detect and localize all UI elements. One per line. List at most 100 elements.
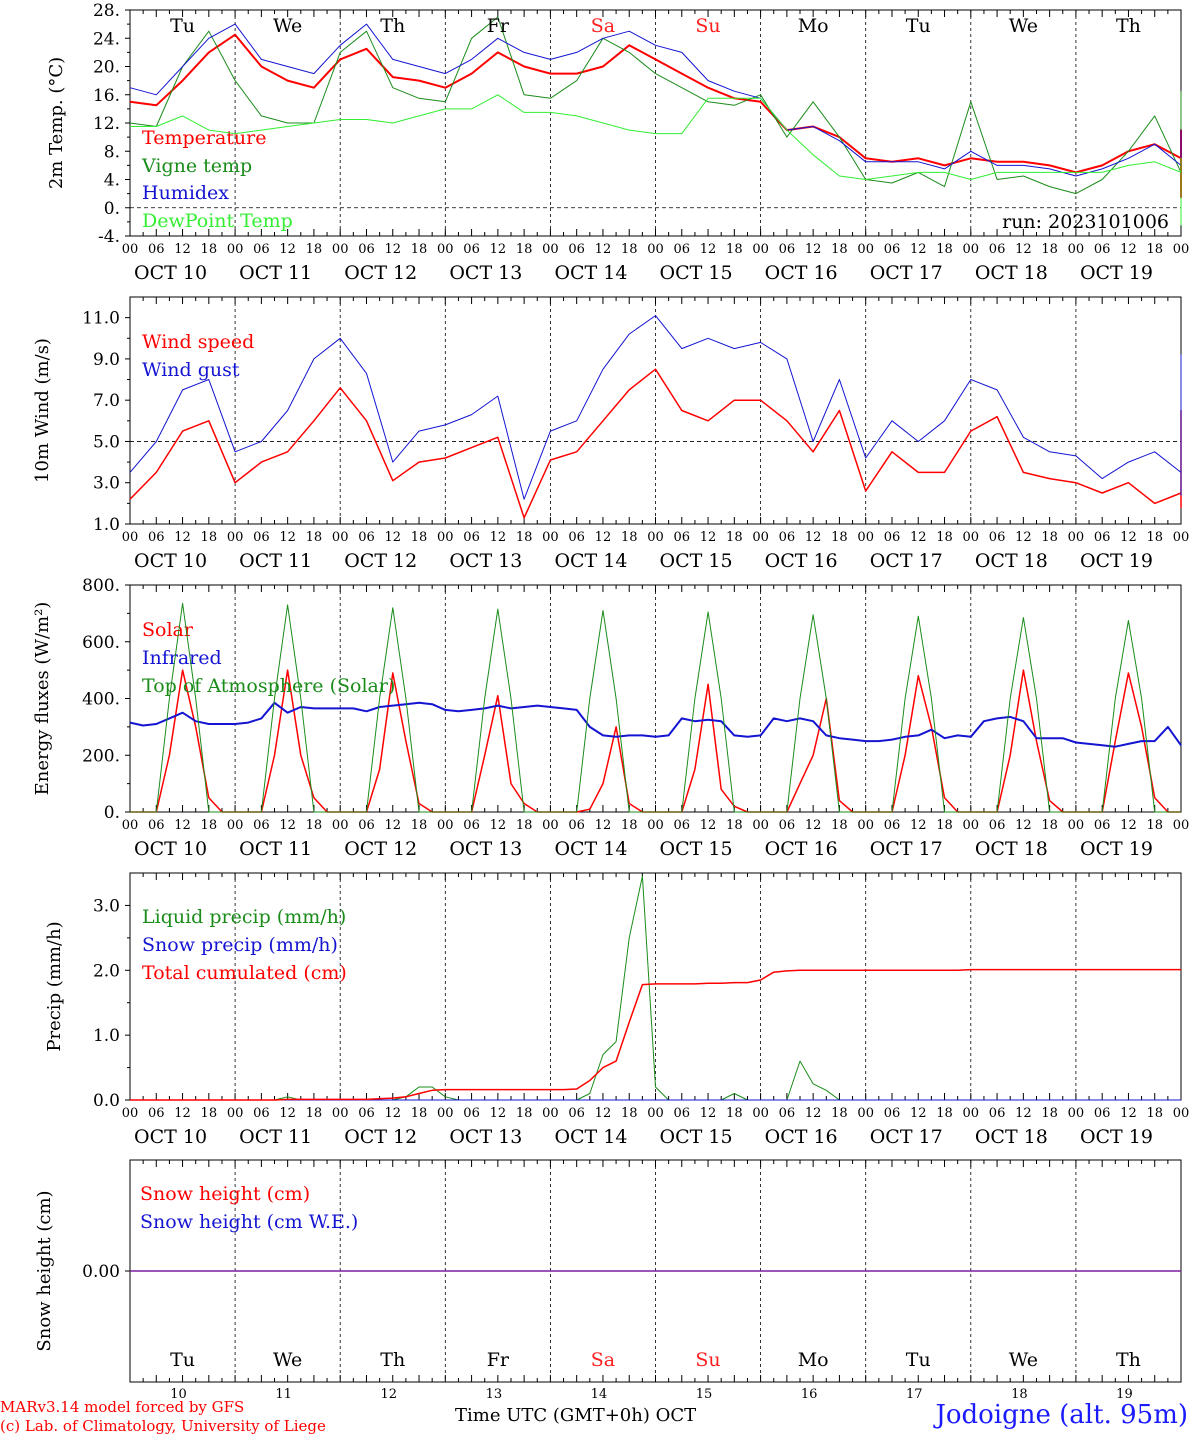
hour-tick-label: 12	[595, 818, 612, 833]
hour-tick-label: 12	[910, 1106, 927, 1121]
hour-tick-label: 06	[779, 818, 796, 833]
date-label: OCT 15	[660, 1126, 733, 1148]
footer-credits: MARv3.14 model forced by GFS (c) Lab. of…	[0, 1398, 326, 1436]
day-name-label: Sa	[591, 1349, 615, 1371]
hour-tick-label: 12	[384, 818, 401, 833]
hour-tick-label: 06	[1094, 1106, 1111, 1121]
hour-tick-label: 06	[1094, 818, 1111, 833]
day-name-label: Mo	[798, 15, 829, 37]
hour-tick-label: 06	[568, 1106, 585, 1121]
energy-y-tick-label: 200.	[82, 746, 120, 766]
hour-tick-label: 06	[463, 818, 480, 833]
temp-series-2	[129, 23, 1182, 201]
date-label: OCT 16	[765, 550, 838, 572]
hour-tick-label: 18	[516, 530, 533, 545]
hour-tick-label: 12	[279, 1106, 296, 1121]
hour-tick-label: 18	[621, 242, 638, 257]
hour-tick-label: 00	[647, 1106, 664, 1121]
hour-tick-label: 12	[384, 1106, 401, 1121]
hour-tick-label: 12	[805, 1106, 822, 1121]
hour-tick-label: 18	[1146, 818, 1163, 833]
energy-y-tick-label: 600.	[82, 633, 120, 653]
date-label: OCT 16	[765, 262, 838, 284]
date-label: OCT 12	[344, 550, 417, 572]
hour-tick-label: 06	[463, 242, 480, 257]
precip-y-axis-label: Precip (mm/h)	[44, 921, 65, 1051]
hour-tick-label: 18	[726, 818, 743, 833]
hour-tick-label: 18	[1146, 242, 1163, 257]
date-label: OCT 10	[134, 838, 207, 860]
hour-tick-label: 18	[516, 1106, 533, 1121]
hour-tick-label: 00	[122, 1106, 139, 1121]
hour-tick-label: 18	[306, 242, 323, 257]
temp-y-tick-label: 24.	[93, 29, 120, 49]
hour-tick-label: 12	[1015, 242, 1032, 257]
hour-tick-label: 06	[1094, 530, 1111, 545]
hour-tick-label: 12	[1015, 1106, 1032, 1121]
date-number-label: 11	[275, 1387, 292, 1402]
hour-tick-label: 12	[1120, 530, 1137, 545]
wind-y-tick-label: 1.0	[93, 515, 120, 535]
hour-tick-label: 00	[1068, 1106, 1085, 1121]
day-name-label: Tu	[906, 15, 931, 37]
temp-annotation: run: 2023101006	[1002, 211, 1169, 233]
hour-tick-label: 06	[358, 242, 375, 257]
hour-tick-label: 12	[700, 818, 717, 833]
hour-tick-label: 12	[384, 242, 401, 257]
hour-tick-label: 06	[148, 818, 165, 833]
date-label: OCT 11	[239, 550, 312, 572]
snow-y-tick-label: 0.00	[82, 1262, 120, 1282]
hour-tick-label: 18	[201, 1106, 218, 1121]
hour-tick-label: 12	[490, 242, 507, 257]
date-number-label: 16	[801, 1387, 818, 1402]
hour-tick-label: 18	[516, 242, 533, 257]
date-label: OCT 11	[239, 838, 312, 860]
energy-y-axis-label: Energy fluxes (W/m²)	[32, 602, 53, 796]
date-label: OCT 17	[870, 1126, 943, 1148]
hour-tick-label: 06	[884, 818, 901, 833]
hour-tick-label: 00	[332, 530, 349, 545]
date-label: OCT 15	[660, 550, 733, 572]
hour-tick-label: 12	[1120, 818, 1137, 833]
date-number-label: 13	[486, 1387, 503, 1402]
hour-tick-label: 06	[989, 818, 1006, 833]
hour-tick-label: 00	[332, 1106, 349, 1121]
date-number-label: 19	[1116, 1387, 1133, 1402]
hour-tick-label: 18	[621, 1106, 638, 1121]
lab-credit: (c) Lab. of Climatology, University of L…	[0, 1417, 326, 1435]
date-label: OCT 18	[975, 262, 1048, 284]
hour-tick-label: 12	[174, 242, 191, 257]
hour-tick-label: 18	[306, 530, 323, 545]
wind-y-tick-label: 11.0	[82, 309, 120, 329]
hour-tick-label: 00	[1068, 242, 1085, 257]
hour-tick-label: 12	[1015, 818, 1032, 833]
day-name-label: Mo	[798, 1349, 829, 1371]
hour-tick-label: 00	[963, 242, 980, 257]
hour-tick-label: 12	[490, 530, 507, 545]
hour-tick-label: 06	[989, 242, 1006, 257]
date-number-label: 12	[380, 1387, 397, 1402]
day-name-label: Th	[1116, 15, 1141, 37]
date-label: OCT 13	[449, 262, 522, 284]
hour-tick-label: 18	[831, 242, 848, 257]
hour-tick-label: 00	[437, 242, 454, 257]
day-name-label: Su	[695, 15, 720, 37]
day-name-label: Su	[695, 1349, 720, 1371]
energy-y-tick-label: 400.	[82, 690, 120, 710]
hour-tick-label: 12	[910, 530, 927, 545]
location-label: Jodoigne (alt. 95m)	[935, 1400, 1188, 1430]
precip-series-2	[130, 968, 1181, 1101]
hour-tick-label: 06	[463, 1106, 480, 1121]
hour-tick-label: 18	[621, 530, 638, 545]
hour-tick-label: 00	[227, 1106, 244, 1121]
snow-legend-0: Snow height (cm)	[140, 1183, 310, 1205]
date-label: OCT 18	[975, 550, 1048, 572]
wind-y-tick-label: 7.0	[93, 391, 120, 411]
energy-series-1	[129, 701, 1182, 748]
hour-tick-label: 00	[752, 1106, 769, 1121]
hour-tick-label: 06	[568, 818, 585, 833]
date-label: OCT 17	[870, 838, 943, 860]
hour-tick-label: 06	[674, 530, 691, 545]
x-axis-month: OCT	[655, 1405, 697, 1426]
hour-tick-label: 18	[1041, 242, 1058, 257]
